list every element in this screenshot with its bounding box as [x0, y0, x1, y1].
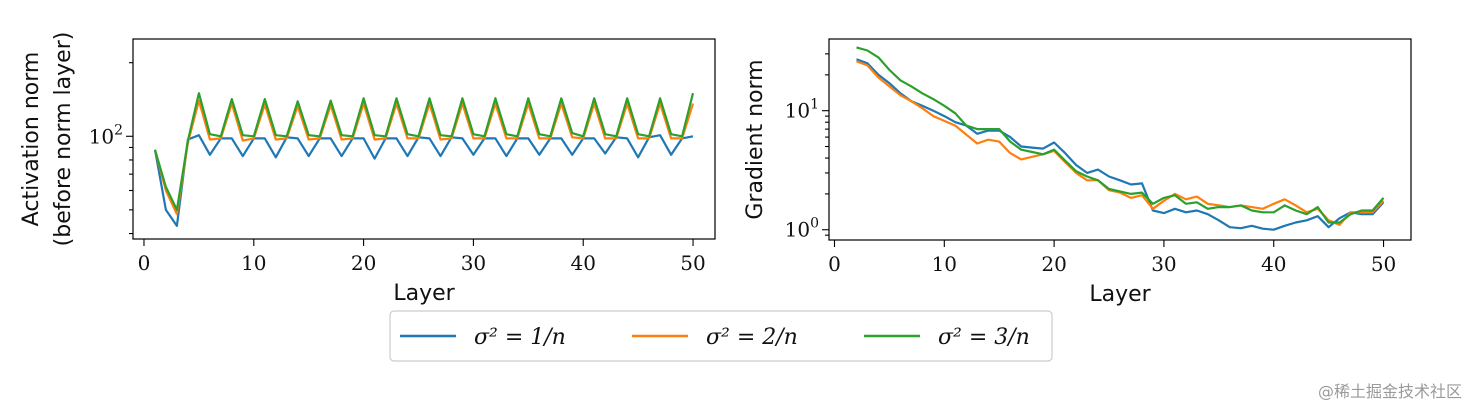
legend-label-1: σ² = 1/n — [474, 325, 566, 350]
series-line-2 — [856, 60, 1385, 226]
series-line-1 — [153, 134, 694, 227]
x-tick-label: 50 — [1371, 252, 1396, 276]
plot-frame — [132, 38, 716, 240]
x-axis-label: Layer — [393, 281, 455, 306]
y-tick-label: 101 — [785, 97, 819, 123]
legend: σ² = 1/n σ² = 2/n σ² = 3/n — [389, 310, 1053, 362]
plot-frame — [828, 38, 1412, 241]
x-tick-label: 20 — [1041, 252, 1066, 276]
x-tick-label: 50 — [680, 251, 705, 275]
series-line-3 — [153, 92, 695, 211]
series-group — [153, 92, 695, 227]
legend-label-3: σ² = 3/n — [938, 325, 1030, 350]
x-tick-label: 30 — [461, 251, 486, 275]
y-axis-label: Activation norm — [19, 52, 44, 227]
x-tick-label: 40 — [570, 251, 595, 275]
series-group — [856, 46, 1385, 231]
y-axis-label: Gradient norm — [743, 59, 768, 219]
x-tick-label: 10 — [932, 252, 957, 276]
x-tick-label: 10 — [241, 251, 266, 275]
legend-frame — [389, 310, 1053, 362]
legend-label-2: σ² = 2/n — [706, 325, 798, 350]
series-line-1 — [856, 58, 1385, 231]
gradient-norm-chart: 0 10 20 30 40 50 100 101 Layer Gradient norm — [743, 38, 1412, 307]
activation-norm-chart: 0 10 20 30 40 50 102 Layer Activation norm (befor… — [19, 32, 716, 306]
y-tick-label: 100 — [785, 216, 819, 242]
x-tick-label: 0 — [828, 252, 841, 276]
x-tick-label: 0 — [138, 251, 151, 275]
x-tick-label: 40 — [1261, 252, 1286, 276]
x-tick-label: 30 — [1151, 252, 1176, 276]
x-axis-label: Layer — [1089, 282, 1151, 307]
watermark: @稀土掘金技术社区 — [1318, 382, 1462, 401]
x-tick-label: 20 — [351, 251, 376, 275]
y-axis-label: (before norm layer) — [51, 32, 76, 247]
y-tick-label: 102 — [89, 122, 123, 148]
series-line-3 — [856, 46, 1385, 224]
